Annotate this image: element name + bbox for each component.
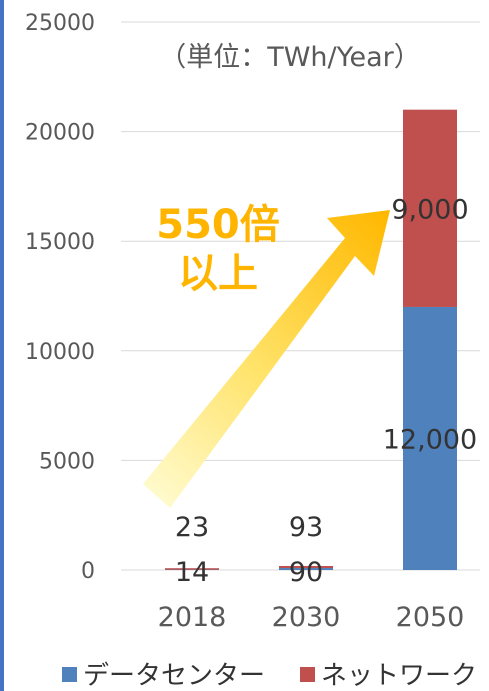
data-label-datacenter-2018: 14 [175,557,209,588]
data-labels: 14 23 90 93 12,000 9,000 [175,194,477,588]
x-tick-label: 2050 [396,602,465,633]
data-label-datacenter-2050: 12,000 [383,424,477,455]
growth-arrow [143,210,390,508]
unit-note: （単位：TWh/Year） [159,42,421,73]
y-tick-label: 20000 [25,121,95,146]
callout-suffix: 以上 [178,251,258,297]
x-tick-label: 2030 [272,602,341,633]
bar-datacenter-2050 [403,306,457,570]
legend-label: ネットワーク [321,661,477,691]
data-label-network-2050: 9,000 [391,194,468,225]
y-tick-label: 10000 [25,340,95,365]
bars [165,109,457,570]
bar-datacenter-2030 [279,568,333,570]
legend: データセンター ネットワーク [62,661,477,691]
left-accent-bar [0,0,4,691]
legend-swatch [62,667,77,682]
bar-network-2030 [279,565,333,569]
y-tick-label: 0 [81,559,95,584]
bar-network-2050 [403,109,457,307]
y-tick-label: 5000 [39,449,95,474]
data-label-datacenter-2030: 90 [289,557,323,588]
x-axis-labels: 2018 2030 2050 [158,602,465,633]
y-axis-ticks: 0 5000 10000 15000 20000 25000 [25,11,95,584]
y-tick-label: 15000 [25,230,95,255]
callout-multiplier: 550倍 [156,202,280,248]
data-label-network-2018: 23 [175,512,209,543]
data-label-network-2030: 93 [289,512,323,543]
legend-swatch [300,667,315,682]
y-tick-label: 25000 [25,11,95,36]
legend-label: データセンター [83,661,265,691]
bar-network-2018 [165,568,219,570]
x-tick-label: 2018 [158,602,227,633]
